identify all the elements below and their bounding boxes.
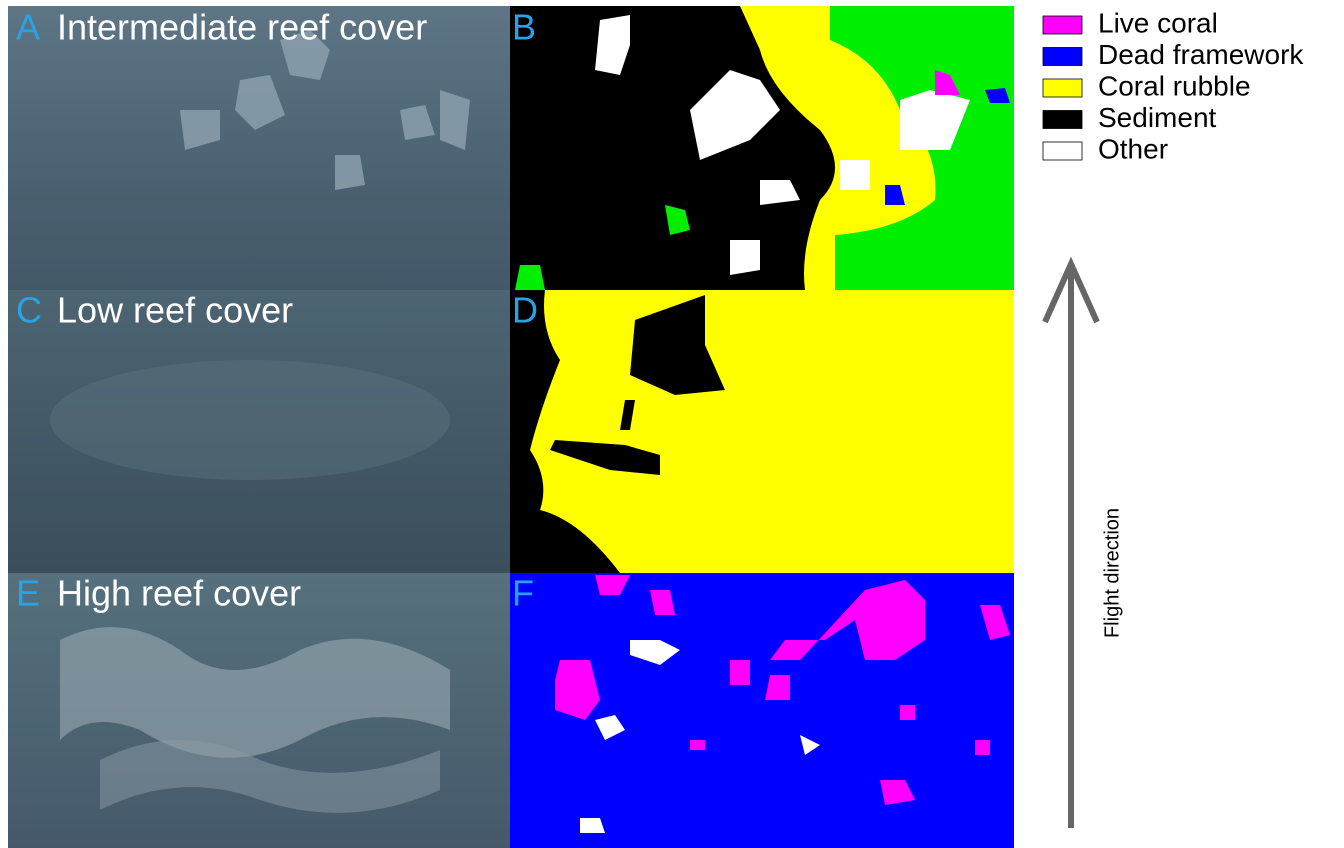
map-b (510, 6, 1014, 290)
photo-c (8, 290, 510, 573)
panel-letter: E (16, 573, 40, 614)
panel-letter: B (512, 7, 536, 48)
legend-label: Dead framework (1098, 39, 1304, 70)
panel-labels: A Intermediate reef cover B C Low reef c… (16, 7, 538, 614)
panel-letter: C (16, 290, 42, 331)
panel-letter: A (16, 7, 40, 48)
panel-letter: D (512, 290, 538, 331)
legend-swatch (1042, 78, 1083, 98)
panel-title: Intermediate reef cover (57, 7, 427, 48)
panel-title: High reef cover (57, 573, 301, 614)
photo-e (8, 573, 510, 848)
photo-a (8, 6, 510, 290)
legend-swatch (1042, 15, 1083, 35)
legend-swatch (1042, 141, 1083, 161)
map-d (510, 290, 1014, 573)
flight-arrow (1042, 256, 1100, 828)
legend-label: Live coral (1098, 7, 1218, 38)
arrow-label: Flight direction (1101, 508, 1123, 638)
panel-title: Low reef cover (57, 290, 293, 331)
legend-swatch (1042, 110, 1083, 129)
map-f (510, 573, 1014, 848)
legend-label: Other (1098, 133, 1168, 164)
legend-swatch (1042, 47, 1083, 66)
legend-label: Coral rubble (1098, 70, 1251, 101)
legend-label: Sediment (1098, 102, 1217, 133)
panel-letter: F (512, 573, 534, 614)
